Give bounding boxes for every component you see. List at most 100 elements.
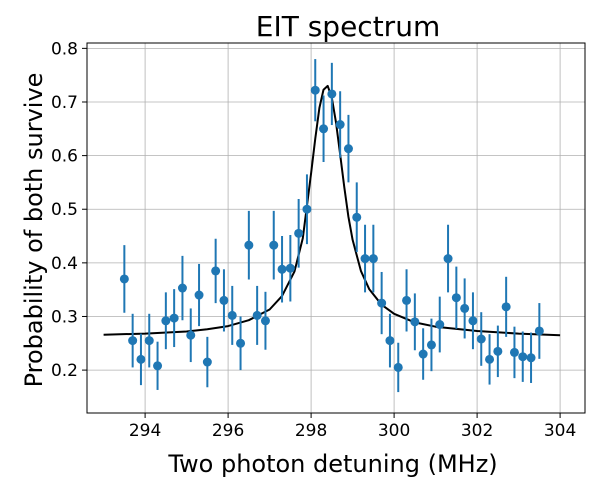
point-marker <box>377 298 387 308</box>
x-tick-label: 300 <box>378 421 410 441</box>
data-point <box>285 234 295 302</box>
point-marker <box>285 263 295 273</box>
point-marker <box>227 310 237 320</box>
point-marker <box>294 228 304 238</box>
point-marker <box>360 254 370 264</box>
y-tick-label: 0.5 <box>51 200 78 220</box>
data-point <box>244 210 254 280</box>
data-point <box>493 325 503 378</box>
point-marker <box>119 274 129 284</box>
y-tick-label: 0.8 <box>51 39 78 59</box>
point-marker <box>518 352 528 362</box>
point-marker <box>402 295 412 305</box>
point-marker <box>161 316 171 326</box>
data-point <box>460 278 470 339</box>
point-marker <box>310 85 320 95</box>
point-marker <box>169 313 179 323</box>
data-point <box>352 182 362 253</box>
point-marker <box>186 330 196 340</box>
point-marker <box>219 295 229 305</box>
point-marker <box>526 353 536 363</box>
point-marker <box>451 293 461 303</box>
point-marker <box>435 320 445 330</box>
data-point <box>211 238 221 304</box>
data-point <box>501 276 511 337</box>
data-point <box>327 62 337 126</box>
y-axis-ticks: 0.2 0.3 0.4 0.5 0.6 0.7 0.8 <box>51 39 87 381</box>
point-marker <box>194 290 204 300</box>
data-points-layer <box>119 59 544 393</box>
point-marker <box>501 302 511 312</box>
x-axis-ticks: 294 296 298 300 302 304 <box>129 413 576 441</box>
data-point <box>476 312 486 366</box>
data-point <box>144 313 154 368</box>
point-marker <box>260 316 270 326</box>
point-marker <box>244 240 254 250</box>
data-point <box>468 292 478 350</box>
data-point <box>377 271 387 335</box>
point-marker <box>468 316 478 326</box>
point-marker <box>236 338 246 348</box>
point-marker <box>211 266 221 276</box>
y-tick-label: 0.6 <box>51 147 78 167</box>
data-point <box>509 326 519 379</box>
point-marker <box>426 340 436 350</box>
point-marker <box>410 317 420 327</box>
data-point <box>153 341 163 390</box>
x-tick-label: 296 <box>212 421 244 441</box>
y-tick-label: 0.4 <box>51 254 78 274</box>
x-axis-label: Two photon detuning (MHz) <box>167 450 497 478</box>
data-point <box>227 285 237 345</box>
data-point <box>269 210 279 280</box>
point-marker <box>302 204 312 214</box>
data-point <box>136 333 146 386</box>
x-tick-label: 294 <box>129 421 161 441</box>
data-point <box>393 342 403 393</box>
grid-lines <box>87 43 585 413</box>
data-point <box>310 59 320 122</box>
data-point <box>236 316 246 371</box>
point-marker <box>393 362 403 372</box>
data-point <box>443 224 453 293</box>
plot-frame <box>86 42 586 414</box>
data-point <box>410 293 420 351</box>
data-point <box>252 285 262 345</box>
point-marker <box>352 212 362 222</box>
data-point <box>177 255 187 321</box>
x-tick-label: 298 <box>295 421 327 441</box>
point-marker <box>128 336 138 346</box>
point-marker <box>418 349 428 359</box>
point-marker <box>476 334 486 344</box>
data-point <box>426 318 436 372</box>
data-point <box>343 114 353 183</box>
point-marker <box>252 310 262 320</box>
data-point <box>435 296 445 353</box>
data-point <box>161 292 171 350</box>
data-point <box>485 334 495 385</box>
chart-title: EIT spectrum <box>256 10 440 43</box>
point-marker <box>343 144 353 154</box>
data-point <box>534 303 544 359</box>
x-tick-label: 302 <box>461 421 493 441</box>
data-point <box>319 95 329 163</box>
point-marker <box>509 347 519 357</box>
point-marker <box>153 361 163 371</box>
data-point <box>186 308 196 363</box>
point-marker <box>269 240 279 250</box>
data-point <box>119 245 129 313</box>
data-point <box>202 336 212 388</box>
data-point <box>219 269 229 332</box>
data-point <box>526 332 536 383</box>
point-marker <box>202 357 212 367</box>
data-point <box>169 289 179 348</box>
point-marker <box>460 303 470 313</box>
data-point <box>194 263 204 327</box>
data-point <box>518 331 528 382</box>
y-tick-label: 0.7 <box>51 93 78 113</box>
data-point <box>277 236 287 303</box>
data-point <box>335 91 345 158</box>
point-marker <box>335 120 345 130</box>
data-point <box>128 313 138 368</box>
point-marker <box>144 336 154 346</box>
